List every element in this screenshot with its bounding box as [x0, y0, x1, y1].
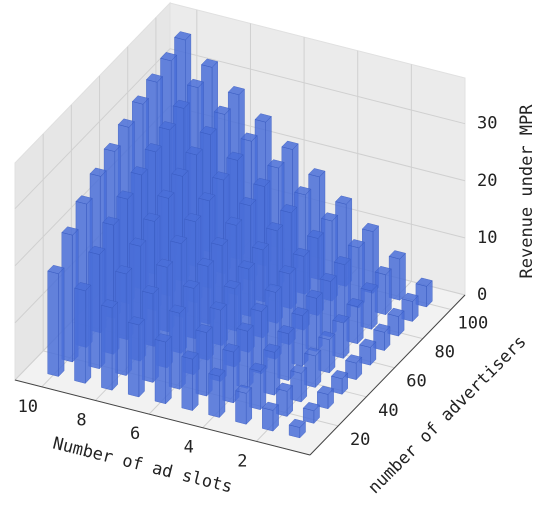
x-tick-label: 6	[130, 424, 140, 444]
bar	[387, 307, 405, 337]
y-tick-label: 100	[458, 314, 489, 334]
z-tick-label: 10	[477, 228, 497, 248]
x-tick-label: 4	[184, 438, 194, 458]
bar	[235, 384, 253, 425]
bar	[302, 402, 320, 424]
bar	[388, 250, 406, 301]
x-tick-label: 10	[18, 397, 38, 417]
bar	[208, 367, 226, 419]
grid-line	[169, 48, 466, 125]
bar	[316, 385, 334, 410]
y-tick-label: 40	[378, 401, 398, 421]
bar	[374, 265, 392, 316]
grid-line	[14, 48, 171, 210]
z-axis-label: Revenue under MPR	[517, 104, 537, 279]
bar	[332, 314, 350, 359]
bar	[127, 316, 145, 398]
bar	[261, 401, 279, 432]
x-tick-label: 2	[237, 451, 247, 471]
bar	[401, 292, 419, 322]
bar	[304, 347, 322, 389]
bar	[236, 322, 254, 389]
bar	[101, 299, 119, 391]
bar	[331, 370, 349, 395]
z-tick-label: 0	[477, 285, 487, 305]
bars	[47, 31, 433, 439]
bar	[222, 343, 240, 404]
axis-line	[309, 294, 466, 456]
bar	[415, 277, 433, 308]
z-tick-label: 20	[477, 171, 497, 191]
bar	[263, 343, 281, 396]
z-tick-label: 30	[477, 114, 497, 134]
bar	[291, 307, 309, 367]
bar	[249, 362, 267, 411]
bar	[115, 265, 133, 377]
bar	[346, 297, 364, 345]
bar	[360, 282, 378, 330]
bar	[373, 323, 391, 352]
axis-line	[14, 379, 311, 456]
bar	[276, 382, 294, 417]
bar	[290, 364, 308, 403]
bar	[288, 418, 306, 439]
bar	[88, 245, 106, 370]
x-axis-label: Number of ad slots	[51, 434, 235, 498]
bar	[74, 282, 92, 384]
bar	[47, 264, 65, 377]
y-tick-label: 60	[406, 372, 426, 392]
bar	[141, 285, 159, 384]
x-tick-label: 8	[76, 410, 86, 430]
bar	[181, 350, 199, 412]
bar	[154, 333, 172, 405]
y-tick-label: 20	[350, 430, 370, 450]
bar	[345, 354, 363, 381]
bar	[319, 272, 337, 338]
bar	[318, 330, 336, 374]
y-tick-label: 80	[434, 343, 454, 363]
bar	[359, 338, 377, 366]
